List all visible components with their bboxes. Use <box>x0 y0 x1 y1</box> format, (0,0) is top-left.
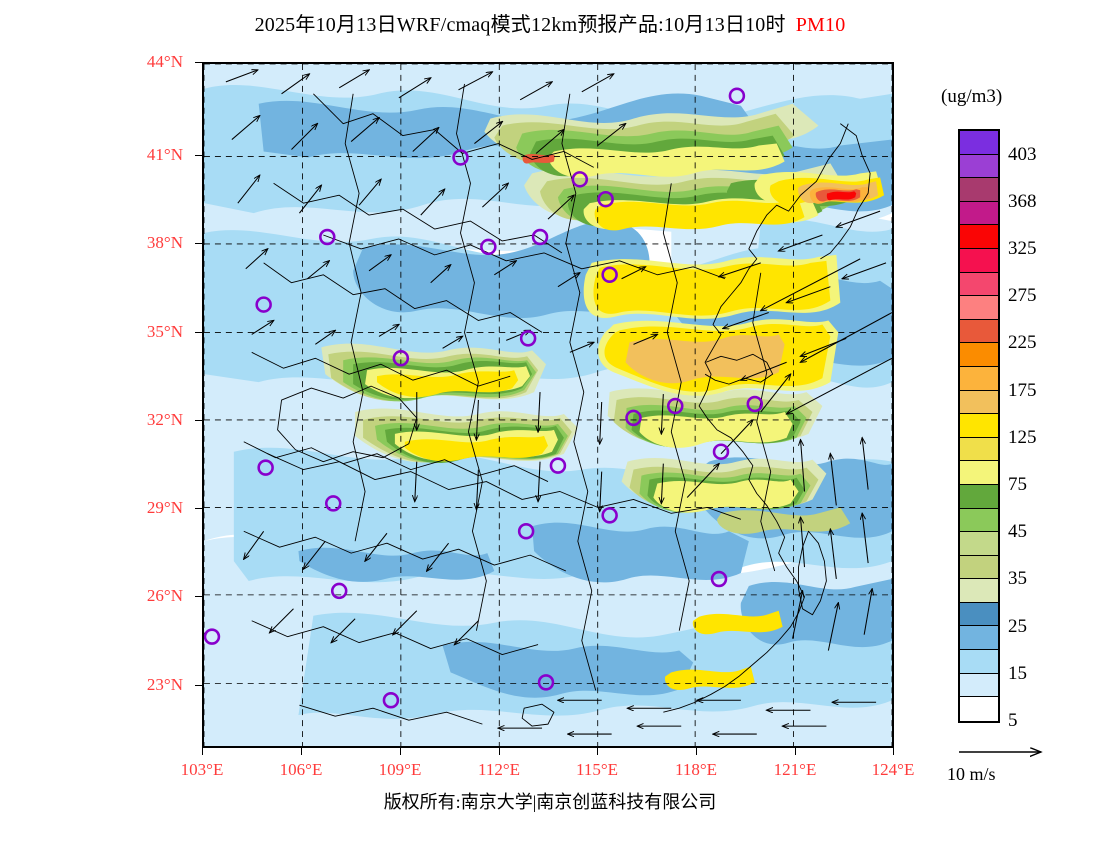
y-tick-label-38n: 38°N <box>146 233 183 252</box>
colorbar-label-15: 15 <box>1008 662 1027 684</box>
colorbar <box>958 129 1000 723</box>
colorbar-cell-20 <box>960 602 998 627</box>
colorbar-label-368: 368 <box>1008 190 1037 212</box>
y-tick-label-41n: 41°N <box>146 145 183 164</box>
x-tick-label-109e: 109°E <box>378 760 422 779</box>
wind-scale-key: 10 m/s <box>947 742 1085 788</box>
x-tick-label-115e: 115°E <box>575 760 619 779</box>
colorbar-cell-10 <box>960 366 998 391</box>
x-tick-label-103e: 103°E <box>180 760 224 779</box>
colorbar-cell-9 <box>960 343 998 367</box>
colorbar-label-403: 403 <box>1008 143 1037 165</box>
colorbar-label-325: 325 <box>1008 238 1037 259</box>
colorbar-cell-16 <box>960 508 998 533</box>
colorbar-cell-4 <box>960 225 998 249</box>
colorbar-cell-0 <box>960 131 998 155</box>
wind-scale-label: 10 m/s <box>947 764 996 784</box>
colorbar-cell-7 <box>960 296 998 320</box>
map-plot-area[interactable] <box>202 62 894 748</box>
colorbar-cell-22 <box>960 650 998 674</box>
y-tick-label-26n: 26°N <box>146 586 183 605</box>
colorbar-cell-21 <box>960 626 998 651</box>
y-tick-label-35n: 35°N <box>146 322 183 341</box>
wind-vector-field <box>225 70 892 734</box>
x-tick-label-112e: 112°E <box>477 760 521 779</box>
colorbar-cell-2 <box>960 178 998 202</box>
colorbar-label-125: 125 <box>1008 426 1037 448</box>
y-tick-label-23n: 23°N <box>146 675 183 694</box>
wind-arrow-icon <box>959 742 1085 768</box>
x-tick-label-121e: 121°E <box>773 760 817 779</box>
colorbar-cell-1 <box>960 154 998 179</box>
x-tick-label-106e: 106°E <box>279 760 323 779</box>
x-tick-label-118e: 118°E <box>674 760 718 779</box>
colorbar-label-75: 75 <box>1008 474 1027 495</box>
colorbar-cell-11 <box>960 390 998 415</box>
colorbar-cell-14 <box>960 461 998 485</box>
colorbar-label-45: 45 <box>1008 521 1027 543</box>
colorbar-cell-15 <box>960 484 998 509</box>
colorbar-cell-24 <box>960 697 998 721</box>
colorbar-cell-13 <box>960 437 998 462</box>
page-title: 2025年10月13日WRF/cmaq模式12km预报产品:10月13日10时 P… <box>0 8 1100 37</box>
y-tick-label-44n: 44°N <box>146 52 183 71</box>
colorbar-cell-5 <box>960 248 998 273</box>
colorbar-label-175: 175 <box>1008 379 1037 401</box>
colorbar-cell-23 <box>960 673 998 698</box>
colorbar-cell-17 <box>960 532 998 556</box>
y-tick-label-32n: 32°N <box>146 410 183 429</box>
title-main-text: 2025年10月13日WRF/cmaq模式12km预报产品:10月13日10时 <box>254 14 786 36</box>
colorbar-cell-3 <box>960 201 998 226</box>
colorbar-label-275: 275 <box>1008 285 1037 307</box>
colorbar-cell-18 <box>960 555 998 580</box>
copyright-footer: 版权所有:南京大学|南京创蓝科技有限公司 <box>383 792 717 812</box>
colorbar-label-225: 225 <box>1008 332 1037 354</box>
colorbar-label-35: 35 <box>1008 568 1027 590</box>
colorbar-cell-8 <box>960 319 998 344</box>
y-tick-label-29n: 29°N <box>146 498 183 517</box>
colorbar-cell-6 <box>960 272 998 297</box>
colorbar-cell-19 <box>960 579 998 603</box>
colorbar-label-25: 25 <box>1008 615 1027 637</box>
colorbar-label-5: 5 <box>1008 710 1018 731</box>
city-marker-group <box>204 87 764 709</box>
colorbar-cell-12 <box>960 414 998 438</box>
x-tick-label-124e: 124°E <box>871 760 915 779</box>
pm10-concentration-map <box>204 64 892 746</box>
colorbar-units-label: (ug/m3) <box>941 86 1003 107</box>
title-pollutant-label: PM10 <box>795 14 846 36</box>
